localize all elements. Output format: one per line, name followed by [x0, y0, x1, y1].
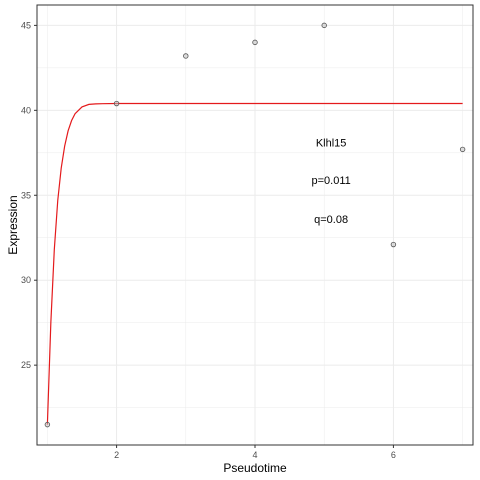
y-tick-label: 35	[21, 190, 31, 200]
fit-curve-layer	[46, 102, 463, 425]
fit-curve-line	[46, 102, 463, 425]
data-points	[44, 22, 466, 428]
annotation-text: Klhl15	[316, 138, 347, 150]
x-tick-label: 6	[391, 450, 396, 460]
grid-lines	[37, 5, 473, 445]
data-point	[459, 146, 466, 153]
y-tick-label: 40	[21, 105, 31, 115]
y-tick-label: 45	[21, 20, 31, 30]
data-point	[390, 241, 397, 248]
data-point	[113, 100, 120, 107]
data-point	[321, 22, 327, 29]
y-tick-label: 30	[21, 275, 31, 285]
axis-ticks: 2 4 6 25 30 35 40 45	[21, 20, 396, 460]
y-tick-label: 25	[21, 360, 31, 370]
annotation-text: q=0.08	[314, 214, 348, 226]
x-tick-label: 2	[114, 450, 119, 460]
data-point	[183, 53, 189, 59]
y-axis-title: Expression	[6, 195, 20, 254]
data-point	[44, 421, 51, 428]
x-axis-title: Pseudotime	[223, 461, 287, 475]
annotation-text: p=0.011	[311, 175, 350, 187]
annotations: Klhl15 p=0.011 q=0.08	[311, 138, 350, 226]
data-point	[252, 39, 258, 46]
x-tick-label: 4	[252, 450, 257, 460]
